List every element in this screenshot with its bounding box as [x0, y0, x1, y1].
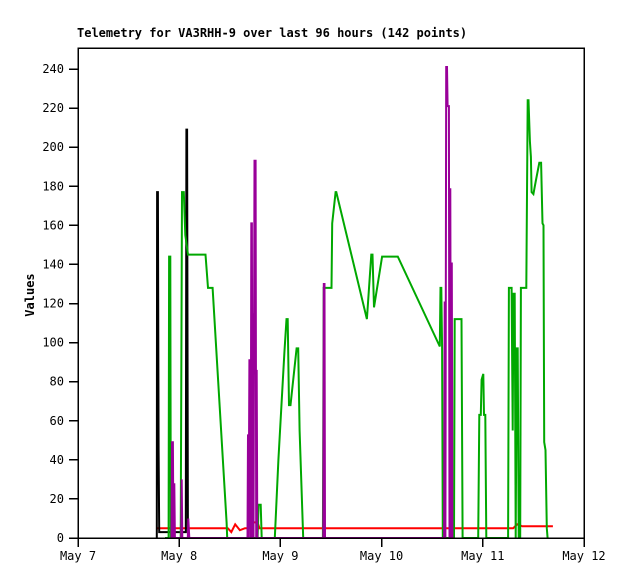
y-tick-label: 20 [50, 492, 64, 506]
x-tick-label: May 8 [161, 549, 197, 563]
series-layer [155, 66, 553, 539]
x-tick-label: May 10 [360, 549, 403, 563]
x-tick-label: May 7 [60, 549, 96, 563]
y-tick-label: 120 [42, 297, 64, 311]
y-tick-label: 40 [50, 453, 64, 467]
series-red-channel [157, 521, 553, 534]
y-tick-label: 200 [42, 140, 64, 154]
chart-title: Telemetry for VA3RHH-9 over last 96 hour… [77, 26, 467, 40]
x-tick-label: May 12 [562, 549, 605, 563]
x-tick-label: May 11 [461, 549, 504, 563]
y-tick-label: 240 [42, 62, 64, 76]
plot-border [77, 47, 585, 539]
y-tick-label: 220 [42, 101, 64, 115]
y-tick-label: 180 [42, 179, 64, 193]
y-tick-label: 0 [57, 531, 64, 545]
y-tick-label: 60 [50, 414, 64, 428]
series-green-channel [165, 99, 549, 539]
axes-frame-layer: 0 20 40 60 80 100 120 140 160 180 200 220 240 May 7 Ma… [42, 47, 606, 563]
y-tick-label: 80 [50, 375, 64, 389]
series-purple-channel [170, 66, 454, 539]
y-tick-label: 160 [42, 218, 64, 232]
y-tick-label: 100 [42, 336, 64, 350]
x-tick-label: May 9 [262, 549, 298, 563]
y-axis-title: Values [23, 273, 37, 316]
y-tick-label: 140 [42, 257, 64, 271]
